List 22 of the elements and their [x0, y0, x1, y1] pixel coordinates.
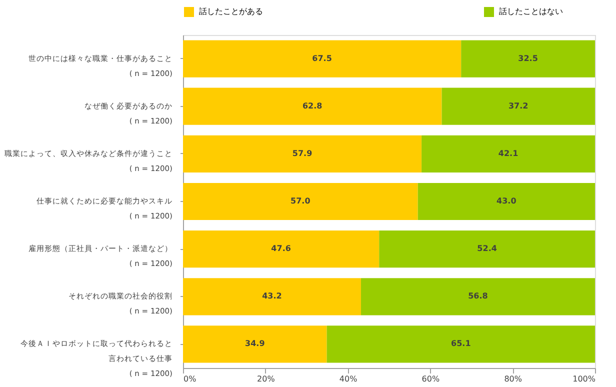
data-label: 57.9 [292, 148, 313, 158]
data-label: 62.8 [302, 101, 323, 110]
data-label: 67.5 [312, 54, 332, 63]
x-tick-label: 40% [339, 374, 358, 384]
data-label: 56.8 [468, 292, 488, 301]
x-tick-label: 100% [572, 374, 596, 384]
data-label: 37.2 [508, 101, 528, 110]
x-tick-label: 20% [257, 374, 276, 384]
data-label: 47.6 [271, 244, 292, 254]
data-label: 65.1 [451, 339, 472, 348]
data-label: 52.4 [477, 244, 498, 254]
x-tick-label: 60% [422, 374, 440, 384]
legend-label: 話したことがある [199, 7, 263, 16]
data-label: 43.2 [262, 292, 282, 301]
x-tick-label: 0% [184, 374, 197, 384]
data-label: 57.0 [290, 196, 311, 206]
data-label: 32.5 [518, 54, 538, 63]
x-tick-label: 80% [504, 374, 522, 384]
data-label: 42.1 [498, 148, 519, 158]
data-label: 34.9 [245, 339, 266, 348]
data-label: 43.0 [496, 196, 517, 206]
legend-label: 話したことはない [499, 7, 563, 16]
